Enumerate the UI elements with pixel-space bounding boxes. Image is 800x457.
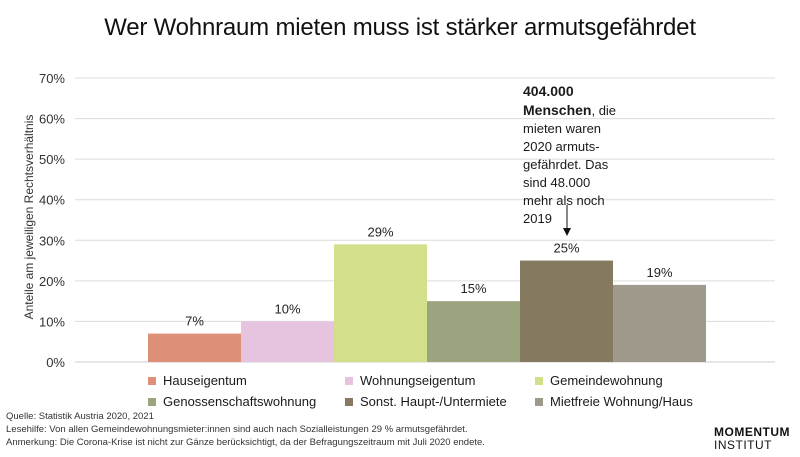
data-label: 29% [367,224,393,239]
legend-swatch [535,376,543,385]
annotation-arrow-head [563,228,571,236]
logo-line-1: MOMENTUM [714,425,790,439]
logo-line-2: INSTITUT [714,438,772,452]
legend-swatch [345,397,353,406]
legend: Hauseigentum Wohnungseigentum Gemeindewohn… [148,373,708,409]
legend-item: Sonst. Haupt-/Untermiete [345,394,535,409]
remark-note: Anmerkung: Die Corona-Krise ist nicht zu… [6,437,485,448]
footer: Quelle: Statistik Austria 2020, 2021 Les… [6,410,485,449]
bar-mietfreie-wohnung-haus [613,284,706,362]
annotation-bold: 404.000 Menschen [523,83,592,118]
chart-title: Wer Wohnraum mieten muss ist stärker arm… [104,14,696,41]
reading-help-note: Lesehilfe: Von allen Gemeindewohnungsmie… [6,424,468,435]
annotation: 404.000 Menschen, die mieten waren 2020 … [523,82,623,228]
annotation-text: , die mieten waren 2020 armuts-gefährdet… [523,103,617,226]
legend-label: Wohnungseigentum [360,373,476,388]
bar-wohnungseigentum [241,321,334,362]
legend-label: Genossenschaftswohnung [163,394,317,409]
y-tick-label: 60% [39,112,65,127]
momentum-logo: MOMENTUM INSTITUT [714,426,790,452]
legend-item: Genossenschaftswohnung [148,394,345,409]
y-tick-label: 30% [39,233,65,248]
legend-label: Hauseigentum [163,373,247,388]
legend-item: Mietfreie Wohnung/Haus [535,394,708,409]
legend-swatch [535,397,543,406]
legend-swatch [148,397,156,406]
y-tick-label: 0% [46,355,65,370]
y-tick-label: 10% [39,314,65,329]
data-label: 10% [274,301,300,316]
y-axis-label: Anteile am jeweiligen Rechtsverhältnis [22,115,36,320]
bar-gemeindewohnung [334,244,427,362]
bar-sonst-haupt-untermiete [520,260,613,362]
legend-item: Hauseigentum [148,373,345,388]
source-note: Quelle: Statistik Austria 2020, 2021 [6,411,154,422]
legend-label: Sonst. Haupt-/Untermiete [360,394,507,409]
data-label: 15% [460,281,486,296]
bar-genossenschaftswohnung [427,301,520,362]
bar-hauseigentum [148,333,241,362]
legend-label: Mietfreie Wohnung/Haus [550,394,693,409]
y-tick-label: 50% [39,152,65,167]
y-tick-label: 20% [39,274,65,289]
legend-item: Wohnungseigentum [345,373,535,388]
data-label: 19% [646,265,672,280]
legend-item: Gemeindewohnung [535,373,708,388]
data-label: 25% [553,241,579,256]
y-tick-label: 40% [39,193,65,208]
legend-swatch [345,376,353,385]
legend-label: Gemeindewohnung [550,373,663,388]
legend-swatch [148,376,156,385]
y-tick-label: 70% [39,71,65,86]
data-label: 7% [185,314,204,329]
